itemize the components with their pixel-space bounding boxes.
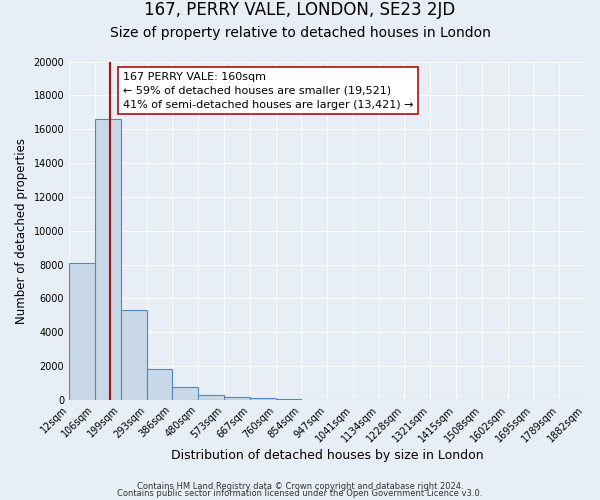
Text: 167 PERRY VALE: 160sqm
← 59% of detached houses are smaller (19,521)
41% of semi: 167 PERRY VALE: 160sqm ← 59% of detached… (122, 72, 413, 110)
Text: 167, PERRY VALE, LONDON, SE23 2JD: 167, PERRY VALE, LONDON, SE23 2JD (145, 1, 455, 19)
Bar (121, 310, 146, 400)
Bar (69, 263, 95, 400)
Bar (95, 119, 121, 400)
X-axis label: Distribution of detached houses by size in London: Distribution of detached houses by size … (171, 450, 484, 462)
Bar (146, 370, 172, 400)
Bar (172, 387, 198, 400)
Text: Contains HM Land Registry data © Crown copyright and database right 2024.: Contains HM Land Registry data © Crown c… (137, 482, 463, 491)
Bar (224, 398, 250, 400)
Y-axis label: Number of detached properties: Number of detached properties (15, 138, 28, 324)
Bar (275, 399, 301, 400)
Text: Size of property relative to detached houses in London: Size of property relative to detached ho… (110, 26, 490, 40)
Text: Contains public sector information licensed under the Open Government Licence v3: Contains public sector information licen… (118, 490, 482, 498)
Bar (250, 398, 275, 400)
Bar (198, 395, 224, 400)
